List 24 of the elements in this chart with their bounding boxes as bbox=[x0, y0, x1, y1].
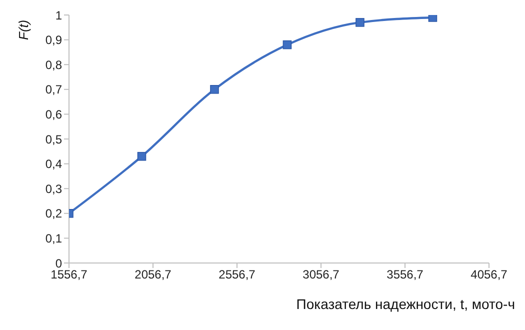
point bbox=[356, 18, 364, 27]
point bbox=[137, 152, 146, 161]
x-tick-label: 3056,7 bbox=[302, 268, 340, 282]
x-tick-label: 4056,7 bbox=[470, 268, 508, 282]
x-tick-label: 2056,7 bbox=[134, 268, 172, 282]
point bbox=[282, 40, 292, 50]
point bbox=[428, 15, 438, 22]
y-tick-label: 0,4 bbox=[45, 157, 62, 172]
y-tick-label: 0,2 bbox=[45, 206, 62, 221]
y-tick-label: 0,9 bbox=[45, 33, 62, 48]
y-tick-label: 1 bbox=[55, 8, 62, 22]
y-tick-label: 0,5 bbox=[45, 132, 62, 146]
y-axis-title: F(t) bbox=[16, 20, 31, 40]
x-tick-label: 3556,7 bbox=[386, 268, 424, 282]
y-tick-label: 0,7 bbox=[45, 82, 62, 97]
x-axis-title: Показатель надежности, t, мото-ч bbox=[296, 296, 515, 312]
y-tick-label: 0 bbox=[55, 256, 62, 270]
y-tick-label: 0,8 bbox=[45, 58, 62, 72]
y-tick-label: 0,6 bbox=[45, 107, 62, 122]
point bbox=[210, 85, 219, 94]
x-tick-label: 1556,7 bbox=[50, 268, 88, 282]
x-tick-label: 2556,7 bbox=[218, 268, 256, 282]
y-tick-label: 0,1 bbox=[45, 231, 62, 246]
y-tick-label: 0,3 bbox=[45, 182, 62, 196]
